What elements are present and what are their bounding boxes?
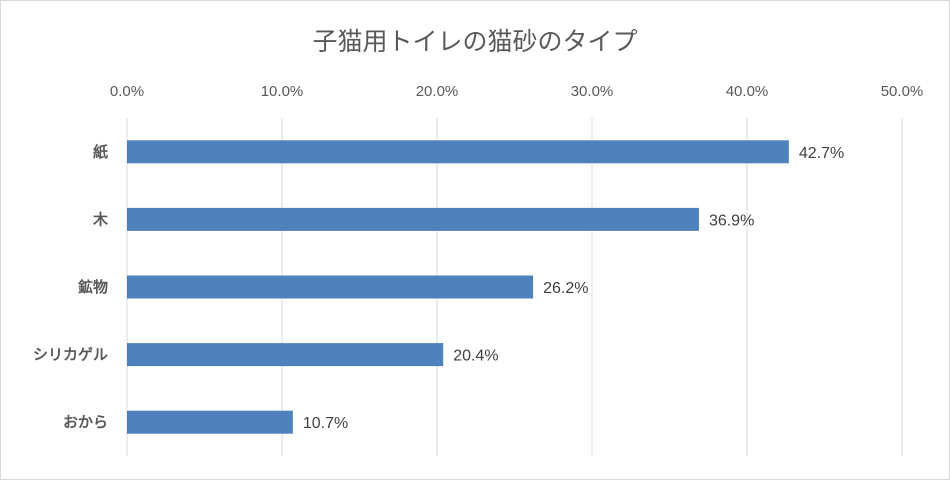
category-label: 鉱物 [78,278,108,296]
x-tick-label: 20.0% [416,83,459,100]
bar [127,140,789,164]
x-tick-label: 0.0% [110,83,144,100]
bar [127,207,699,231]
data-label: 42.7% [799,145,844,162]
bar [127,410,293,434]
category-label: シリカゲル [33,346,108,364]
data-label: 20.4% [453,348,498,365]
data-label: 26.2% [543,280,588,297]
chart-title: 子猫用トイレの猫砂のタイプ [312,27,638,56]
bars [127,140,789,434]
data-labels: 42.7% 36.9% 26.2% 20.4% 10.7% [303,145,844,432]
x-tick-label: 50.0% [881,83,924,100]
x-tick-label: 10.0% [261,83,304,100]
x-tick-label: 40.0% [726,83,769,100]
data-label: 10.7% [303,415,348,432]
category-label: おから [63,413,108,431]
category-label: 紙 [93,143,108,161]
bar [127,343,444,367]
data-label: 36.9% [709,212,754,229]
x-tick-label: 30.0% [571,83,614,100]
bar [127,275,534,299]
x-axis-ticks: 0.0% 10.0% 20.0% 30.0% 40.0% 50.0% [110,83,923,100]
category-label: 木 [92,210,109,228]
